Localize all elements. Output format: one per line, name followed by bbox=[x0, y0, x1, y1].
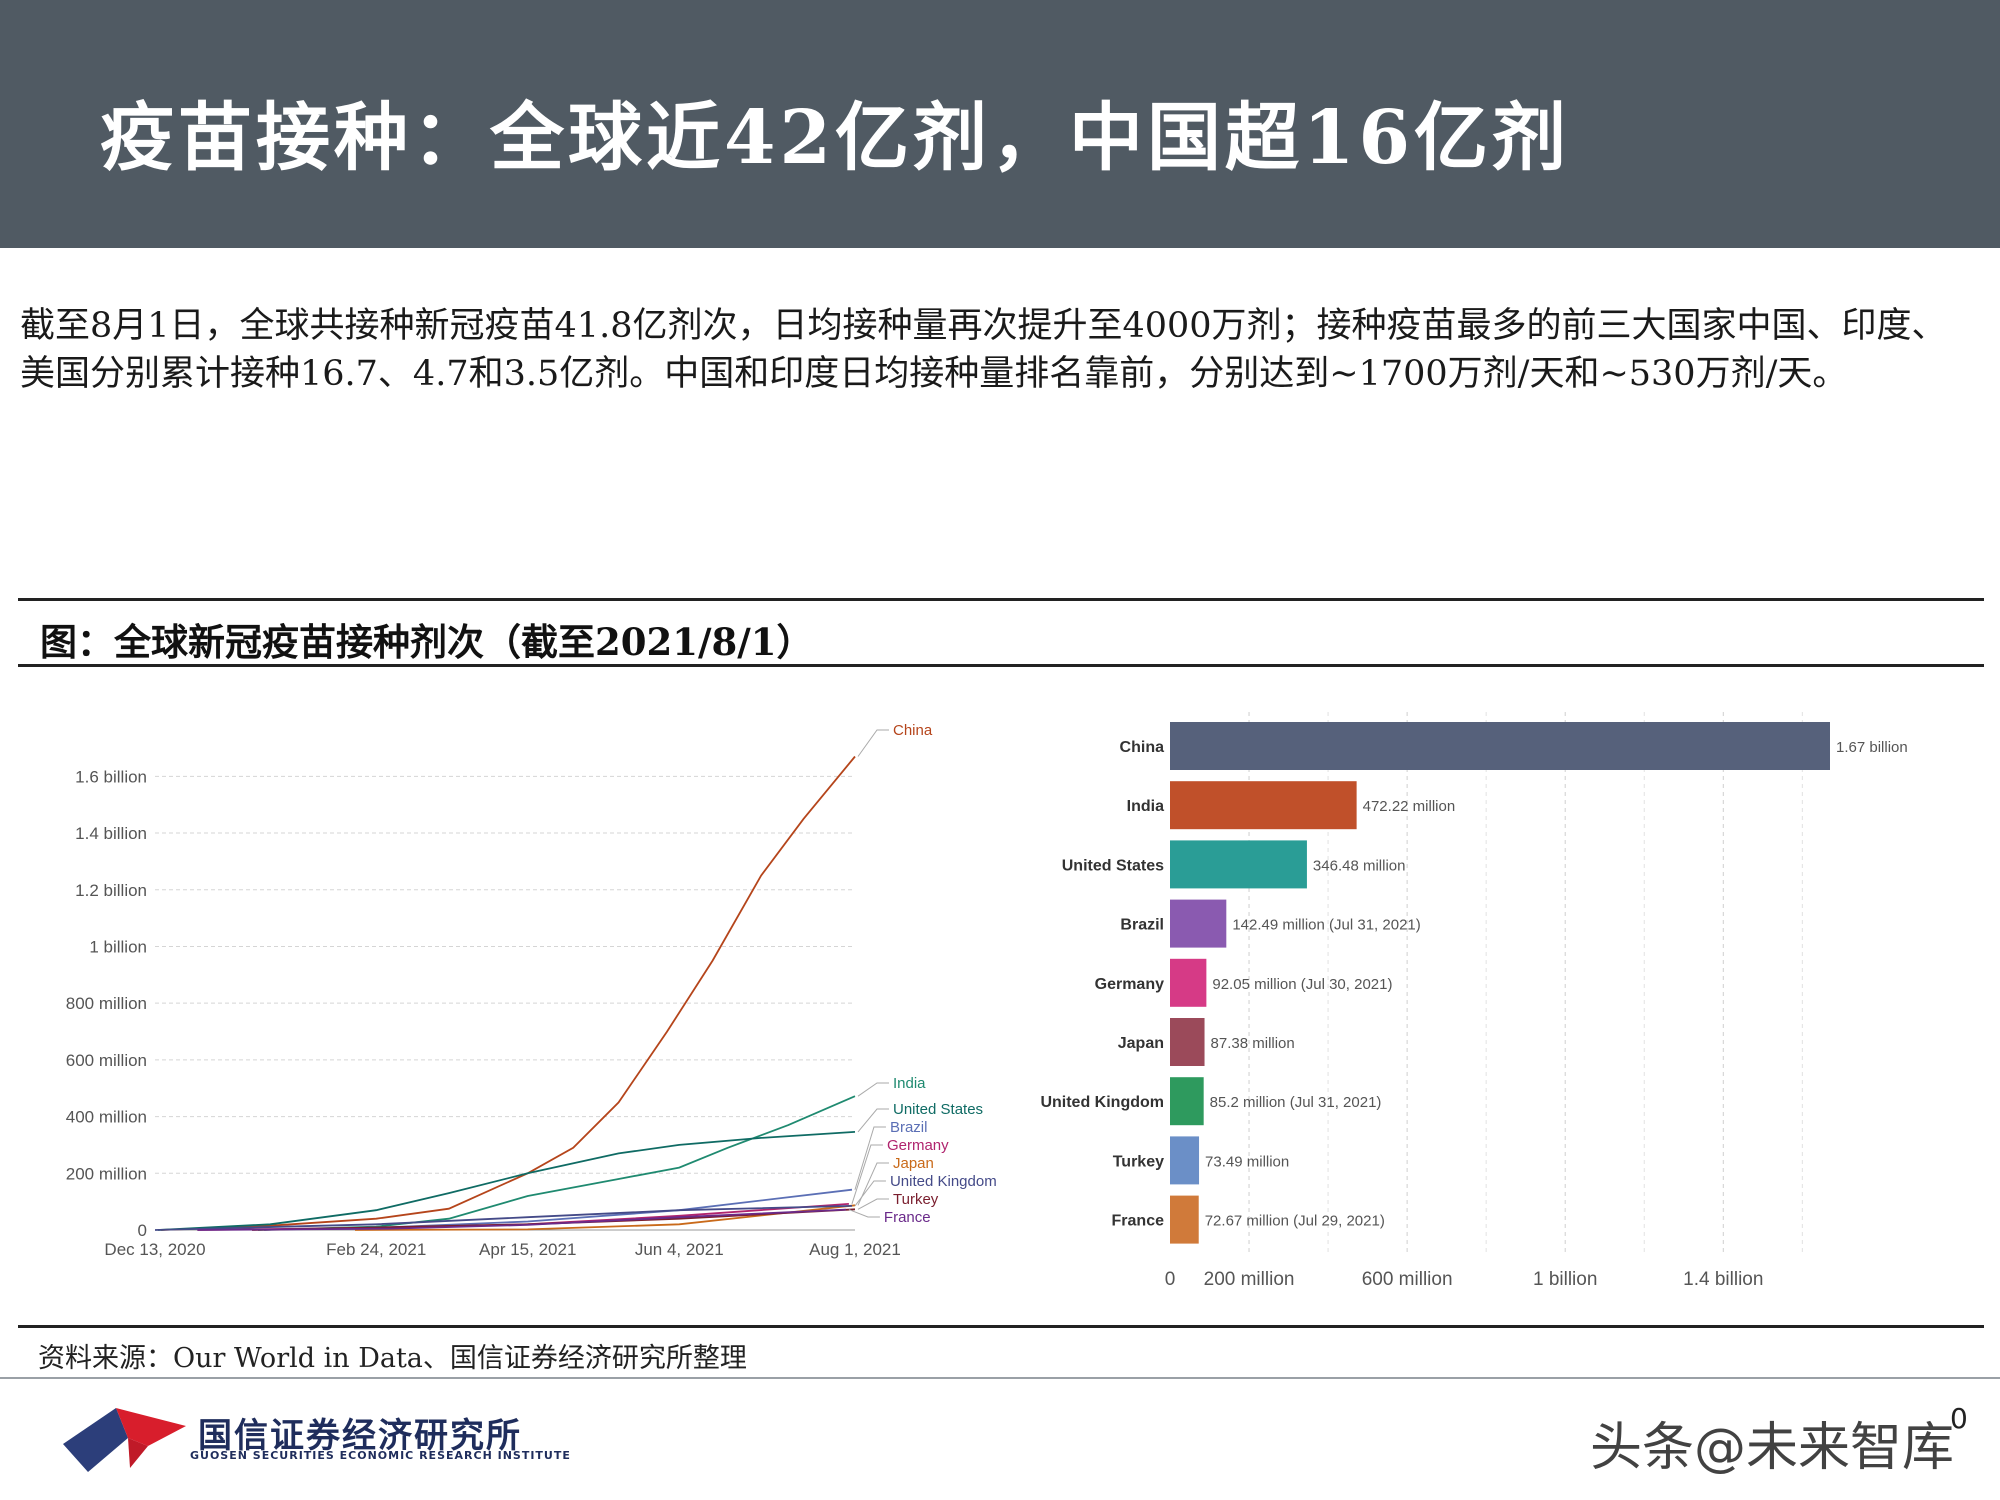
x-tick-label: 600 million bbox=[1362, 1269, 1453, 1290]
series-line-france bbox=[197, 1208, 846, 1231]
series-label-turkey: Turkey bbox=[893, 1191, 939, 1208]
bar-turkey bbox=[1170, 1136, 1200, 1185]
x-tick-label: 1.4 billion bbox=[1683, 1269, 1763, 1290]
category-label: India bbox=[1127, 798, 1164, 815]
series-label-united-states: United States bbox=[893, 1101, 983, 1118]
y-tick-label: 1.2 billion bbox=[75, 881, 147, 900]
category-label: Japan bbox=[1118, 1035, 1164, 1052]
x-tick-label: Dec 13, 2020 bbox=[104, 1240, 205, 1259]
bar-brazil bbox=[1170, 899, 1227, 948]
line-chart: 0 200 million 400 million 600 million 800 mi… bbox=[66, 722, 997, 1259]
series-label-brazil: Brazil bbox=[890, 1119, 928, 1136]
bar-india bbox=[1170, 781, 1357, 830]
page-number: 0 bbox=[1950, 1402, 1968, 1435]
value-label: 85.2 million (Jul 31, 2021) bbox=[1210, 1094, 1382, 1111]
y-tick-label: 1.6 billion bbox=[75, 767, 147, 786]
series-label-china: China bbox=[893, 722, 933, 739]
bar-chart: 0 200 million 600 million 1 billion 1.4 bill… bbox=[1040, 712, 1908, 1290]
value-label: 346.48 million bbox=[1313, 857, 1406, 874]
x-tick-label: Feb 24, 2021 bbox=[326, 1240, 426, 1259]
y-tick-label: 400 million bbox=[66, 1108, 147, 1127]
footer-rule bbox=[0, 1377, 2000, 1379]
x-tick-label: Apr 15, 2021 bbox=[479, 1240, 576, 1259]
series-label-france: France bbox=[884, 1209, 931, 1226]
series-leader-line bbox=[857, 1108, 889, 1133]
guosen-logo-icon bbox=[63, 1408, 186, 1472]
series-leader-line bbox=[851, 1144, 883, 1205]
header-bar: 疫苗接种：全球近42亿剂，中国超16亿剂 bbox=[0, 0, 2000, 248]
series-leader-line bbox=[857, 1198, 889, 1210]
series-label-japan: Japan bbox=[893, 1155, 934, 1172]
value-label: 72.67 million (Jul 29, 2021) bbox=[1205, 1213, 1385, 1230]
y-tick-label: 200 million bbox=[66, 1164, 147, 1183]
value-label: 472.22 million bbox=[1363, 798, 1456, 815]
bar-japan bbox=[1170, 1018, 1205, 1066]
series-leader-line bbox=[857, 1082, 889, 1097]
y-tick-label: 0 bbox=[138, 1221, 147, 1240]
category-label: United Kingdom bbox=[1040, 1094, 1164, 1111]
value-label: 142.49 million (Jul 31, 2021) bbox=[1232, 917, 1420, 934]
x-tick-label: Aug 1, 2021 bbox=[809, 1240, 901, 1259]
figure-top-rule bbox=[18, 598, 1984, 601]
bar-germany bbox=[1170, 958, 1207, 1007]
x-tick-label: 1 billion bbox=[1533, 1269, 1597, 1290]
category-label: Turkey bbox=[1113, 1153, 1164, 1170]
category-label: Germany bbox=[1095, 976, 1164, 993]
bar-united-kingdom bbox=[1170, 1077, 1204, 1126]
category-label: China bbox=[1120, 739, 1165, 756]
y-tick-label: 600 million bbox=[66, 1051, 147, 1070]
summary-text: 截至8月1日，全球共接种新冠疫苗41.8亿剂次，日均接种量再次提升至4000万剂… bbox=[20, 306, 1947, 394]
source-note: 资料来源：Our World in Data、国信证券经济研究所整理 bbox=[38, 1343, 747, 1374]
series-label-germany: Germany bbox=[887, 1137, 949, 1154]
bar-china bbox=[1170, 722, 1830, 770]
category-label: United States bbox=[1062, 857, 1164, 874]
series-label-india: India bbox=[893, 1075, 926, 1092]
series-line-united-states bbox=[157, 1131, 856, 1231]
value-label: 73.49 million bbox=[1205, 1153, 1289, 1170]
y-tick-label: 1 billion bbox=[89, 937, 147, 956]
value-label: 1.67 billion bbox=[1836, 739, 1908, 756]
y-tick-label: 800 million bbox=[66, 994, 147, 1013]
series-line-united-kingdom bbox=[154, 1205, 853, 1231]
series-leader-line bbox=[854, 1126, 886, 1190]
figure-bottom-rule bbox=[18, 1325, 1984, 1328]
figure-title-rule bbox=[18, 664, 1984, 667]
org-name: 国信证券经济研究所 bbox=[198, 1416, 522, 1456]
figure-title: 图：全球新冠疫苗接种剂次（截至2021/8/1） bbox=[40, 620, 814, 664]
bar-france bbox=[1170, 1195, 1199, 1244]
series-leader-line bbox=[857, 1162, 889, 1206]
series-leader-line bbox=[854, 1180, 886, 1207]
x-tick-label: 200 million bbox=[1204, 1269, 1295, 1290]
y-tick-label: 1.4 billion bbox=[75, 824, 147, 843]
bar-united-states bbox=[1170, 840, 1307, 889]
watermark: 头条@未来智库 bbox=[1590, 1418, 1955, 1478]
value-label: 87.38 million bbox=[1211, 1035, 1295, 1052]
series-leader-line bbox=[857, 729, 889, 757]
series-line-china bbox=[161, 755, 856, 1231]
value-label: 92.05 million (Jul 30, 2021) bbox=[1212, 976, 1392, 993]
x-tick-label: 0 bbox=[1165, 1269, 1176, 1290]
category-label: Brazil bbox=[1120, 917, 1164, 934]
category-label: France bbox=[1112, 1213, 1165, 1230]
series-leader-line bbox=[848, 1209, 880, 1218]
org-name-en: GUOSEN SECURITIES ECONOMIC RESEARCH INST… bbox=[190, 1449, 571, 1462]
page-title: 疫苗接种：全球近42亿剂，中国超16亿剂 bbox=[100, 95, 1570, 181]
series-label-united-kingdom: United Kingdom bbox=[890, 1173, 997, 1190]
x-tick-label: Jun 4, 2021 bbox=[635, 1240, 724, 1259]
